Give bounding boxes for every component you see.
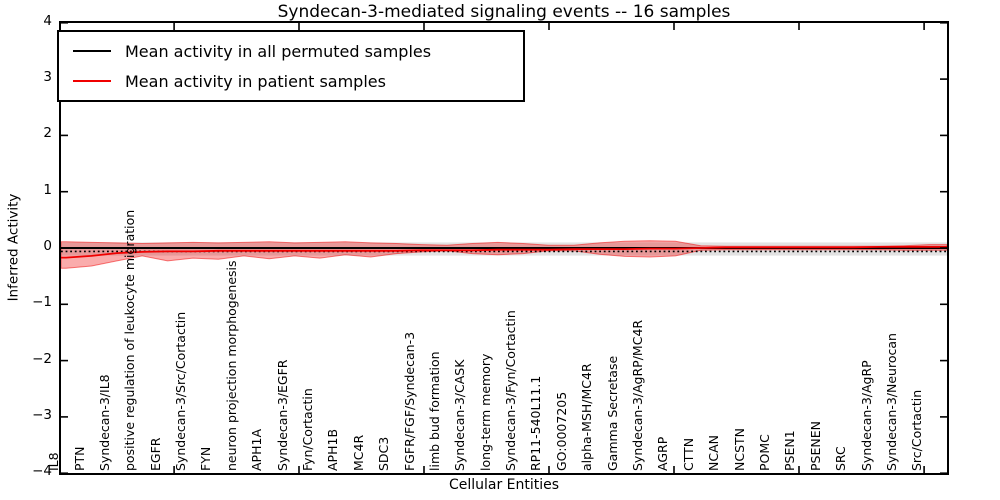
y-tick-label: 4 xyxy=(43,12,52,29)
x-category-label: PSENEN xyxy=(807,421,823,471)
x-category-label: NCSTN xyxy=(731,428,747,471)
y-tick-label: 3 xyxy=(43,69,52,86)
x-category-label: EGFR xyxy=(147,437,163,471)
x-category-label: GO:0007205 xyxy=(553,391,569,471)
y-tick-label: −1 xyxy=(32,294,52,311)
x-category-label: Gamma Secretase xyxy=(604,355,620,471)
x-category-label: SDC3 xyxy=(376,436,392,471)
x-category-label: Syndecan-3/AgRP xyxy=(858,360,874,471)
y-tick-label: −2 xyxy=(32,350,52,367)
x-category-label: Syndecan-3/IL8 xyxy=(96,374,112,471)
x-category-label: Syndecan-3/Neurocan xyxy=(883,333,899,471)
x-category-label: APH1A xyxy=(249,429,265,471)
legend-item-patient: Mean activity in patient samples xyxy=(69,67,509,95)
chart-title: Syndecan-3-mediated signaling events -- … xyxy=(277,2,731,22)
x-category-label: PSEN1 xyxy=(782,430,798,471)
x-category-label: alpha-MSH/MC4R xyxy=(579,363,595,471)
x-category-label: AGRP xyxy=(655,436,671,471)
legend-line-red-icon xyxy=(73,80,111,82)
x-category-label: long-term memory xyxy=(477,353,493,471)
x-category-label: FYN xyxy=(198,446,214,471)
x-category-label: NCAN xyxy=(706,435,722,471)
legend-item-permuted: Mean activity in all permuted samples xyxy=(69,37,509,65)
x-category-label: SRC xyxy=(833,446,849,471)
axis-tick-marks xyxy=(61,23,947,473)
y-tick-label: 1 xyxy=(43,181,52,198)
x-axis-label: Cellular Entities xyxy=(448,477,560,493)
y-tick-label: 2 xyxy=(43,125,52,142)
legend-line-black-icon xyxy=(73,50,111,52)
x-category-label: MC4R xyxy=(350,434,366,471)
x-category-label: neuron projection morphogenesis xyxy=(223,260,239,471)
x-category-label: PTN xyxy=(71,446,87,471)
x-category-label: Syndecan-3/Src/Cortactin xyxy=(173,311,188,471)
y-tick-label: −4 xyxy=(32,463,52,480)
x-category-label: Syndecan-3/Fyn/Cortactin xyxy=(503,310,518,471)
x-category-label: Syndecan-3/CASK xyxy=(452,359,468,471)
legend-label-permuted: Mean activity in all permuted samples xyxy=(125,41,432,61)
x-category-label: Syndecan-3/EGFR xyxy=(274,359,290,471)
x-category-label: Fyn/Cortactin xyxy=(299,388,315,471)
chart-canvas xyxy=(61,23,947,473)
x-category-label: positive regulation of leukocyte migrati… xyxy=(122,209,138,471)
legend-label-patient: Mean activity in patient samples xyxy=(125,71,386,91)
y-tick-label: 0 xyxy=(43,238,52,254)
x-category-label: Syndecan-3/AgRP/MC4R xyxy=(630,319,645,471)
x-category-label: CTTN xyxy=(680,437,696,471)
x-category-label: FGFR/FGF/Syndecan-3 xyxy=(401,331,417,471)
x-category-label: APH1B xyxy=(325,428,341,471)
x-category-label: POMC xyxy=(756,434,772,471)
y-tick-label: −3 xyxy=(32,406,52,423)
x-category-label: limb bud formation xyxy=(426,351,442,471)
legend: Mean activity in all permuted samples Me… xyxy=(57,30,525,102)
Mean activity in patient samples xyxy=(61,245,947,259)
x-category-label: Src/Cortactin xyxy=(909,389,925,471)
x-category-label: RP11-540L11.1 xyxy=(528,375,544,471)
x-category-label: IL8 xyxy=(46,452,62,471)
